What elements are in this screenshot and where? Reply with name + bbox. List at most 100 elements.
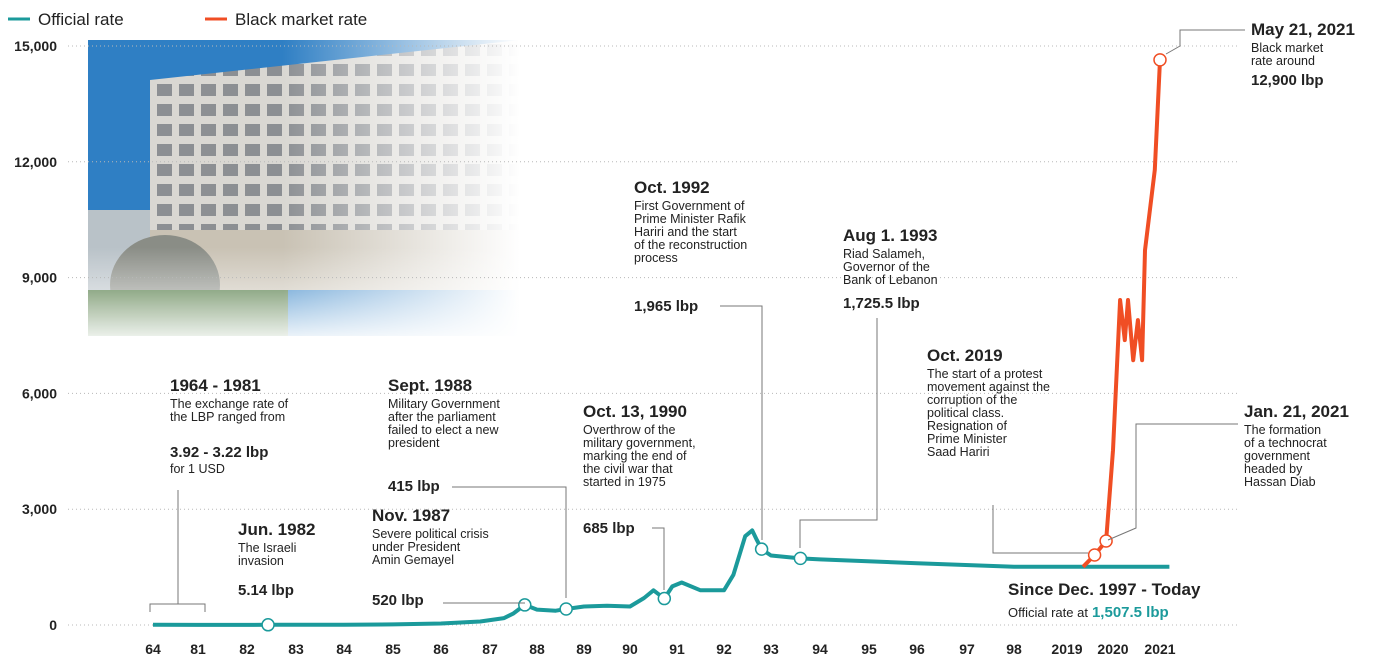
x-tick-label: 89 bbox=[576, 641, 592, 657]
annotation-text: Bank of Lebanon bbox=[843, 273, 938, 287]
x-tick-label: 83 bbox=[288, 641, 304, 657]
annotation-text: Saad Hariri bbox=[927, 445, 990, 459]
annotation-title: Aug 1. 1993 bbox=[843, 226, 938, 245]
annotation-text: corruption of the bbox=[927, 393, 1017, 407]
annotation-text: The start of a protest bbox=[927, 367, 1043, 381]
annotation-text: Prime Minister Rafik bbox=[634, 212, 747, 226]
annotation-title: Jan. 21, 2021 bbox=[1244, 402, 1349, 421]
annotation-value: 1,725.5 lbp bbox=[843, 295, 920, 312]
leader-line bbox=[452, 487, 566, 598]
annotation-text: First Government of bbox=[634, 199, 745, 213]
y-tick-label: 0 bbox=[49, 617, 57, 633]
annotation-text: for 1 USD bbox=[170, 462, 225, 476]
x-tick-label: 88 bbox=[529, 641, 545, 657]
leader-line bbox=[993, 505, 1088, 553]
annotation-title: Nov. 1987 bbox=[372, 506, 450, 525]
annotation-text: the LBP ranged from bbox=[170, 410, 285, 424]
annotation-text: failed to elect a new bbox=[388, 423, 499, 437]
x-tick-label: 82 bbox=[239, 641, 255, 657]
annotation-title: Jun. 1982 bbox=[238, 520, 316, 539]
series-line bbox=[1083, 60, 1160, 567]
x-tick-label: 98 bbox=[1006, 641, 1022, 657]
annotation-text: Prime Minister bbox=[927, 432, 1007, 446]
x-tick-label: 96 bbox=[909, 641, 925, 657]
point-marker bbox=[262, 619, 274, 631]
annotation-text: Governor of the bbox=[843, 260, 930, 274]
x-tick-label: 85 bbox=[385, 641, 401, 657]
leader-line bbox=[652, 528, 664, 590]
annotation-text: invasion bbox=[238, 554, 284, 568]
annotation-title: Oct. 1992 bbox=[634, 178, 710, 197]
annotation-text: political class. bbox=[927, 406, 1004, 420]
leader-line bbox=[150, 490, 205, 612]
annotation-text: Hassan Diab bbox=[1244, 475, 1316, 489]
legend-label: Official rate bbox=[38, 10, 124, 29]
x-tick-label: 64 bbox=[145, 641, 161, 657]
annotation-text: government bbox=[1244, 449, 1311, 463]
annotation-title: Sept. 1988 bbox=[388, 376, 472, 395]
annotation-value: 1,507.5 lbp bbox=[1092, 604, 1169, 621]
annotation-text: headed by bbox=[1244, 462, 1303, 476]
leader-line bbox=[1108, 424, 1238, 540]
annotation-text: under President bbox=[372, 540, 461, 554]
x-tick-label: 92 bbox=[716, 641, 732, 657]
x-tick-label: 2019 bbox=[1051, 641, 1082, 657]
annotation-text: Overthrow of the bbox=[583, 423, 675, 437]
leader-line bbox=[720, 306, 762, 540]
leader-line bbox=[800, 318, 877, 548]
annotation-text: marking the end of bbox=[583, 449, 687, 463]
y-tick-label: 15,000 bbox=[14, 38, 57, 54]
annotation-text: of the reconstruction bbox=[634, 238, 747, 252]
annotation-value: 5.14 lbp bbox=[238, 582, 294, 599]
photo bbox=[88, 40, 520, 336]
annotation-value: 3.92 - 3.22 lbp bbox=[170, 444, 268, 461]
leader-line bbox=[1166, 30, 1245, 54]
annotation-title: Oct. 13, 1990 bbox=[583, 402, 687, 421]
annotation-text: The Israeli bbox=[238, 541, 296, 555]
annotation-text: the civil war that bbox=[583, 462, 673, 476]
annotation-text: Black market bbox=[1251, 41, 1324, 55]
y-tick-label: 9,000 bbox=[22, 270, 57, 286]
annotation-value: 415 lbp bbox=[388, 478, 440, 495]
annotation-value: 12,900 lbp bbox=[1251, 72, 1324, 89]
x-tick-label: 91 bbox=[669, 641, 685, 657]
annotation-title: Since Dec. 1997 - Today bbox=[1008, 580, 1201, 599]
x-tick-label: 90 bbox=[622, 641, 638, 657]
point-marker bbox=[1154, 54, 1166, 66]
annotation-text: Hariri and the start bbox=[634, 225, 737, 239]
point-marker bbox=[1100, 535, 1112, 547]
x-tick-label: 93 bbox=[763, 641, 779, 657]
y-tick-label: 3,000 bbox=[22, 501, 57, 517]
annotation-value: 1,965 lbp bbox=[634, 298, 698, 315]
x-tick-label: 97 bbox=[959, 641, 975, 657]
x-tick-label: 2021 bbox=[1144, 641, 1175, 657]
annotation-text: process bbox=[634, 251, 678, 265]
x-tick-label: 81 bbox=[190, 641, 206, 657]
x-tick-label: 94 bbox=[812, 641, 828, 657]
point-marker bbox=[519, 599, 531, 611]
x-tick-label: 87 bbox=[482, 641, 498, 657]
point-marker bbox=[560, 603, 572, 615]
point-marker bbox=[794, 552, 806, 564]
annotation-text: started in 1975 bbox=[583, 475, 666, 489]
annotation-title: Oct. 2019 bbox=[927, 346, 1003, 365]
annotation-text: Riad Salameh, bbox=[843, 247, 925, 261]
point-marker bbox=[756, 543, 768, 555]
point-marker bbox=[658, 593, 670, 605]
y-tick-label: 12,000 bbox=[14, 154, 57, 170]
annotation-text: Severe political crisis bbox=[372, 527, 489, 541]
point-marker bbox=[1089, 549, 1101, 561]
chart: 03,0006,0009,00012,00015,000648182838485… bbox=[0, 0, 1381, 666]
annotation-text: of a technocrat bbox=[1244, 436, 1327, 450]
annotation-value: 520 lbp bbox=[372, 592, 424, 609]
annotation-value: 685 lbp bbox=[583, 520, 635, 537]
annotation-title: May 21, 2021 bbox=[1251, 20, 1355, 39]
annotation-text: after the parliament bbox=[388, 410, 496, 424]
x-tick-label: 84 bbox=[336, 641, 352, 657]
annotation-text: Amin Gemayel bbox=[372, 553, 454, 567]
annotation-text: Resignation of bbox=[927, 419, 1007, 433]
x-tick-label: 86 bbox=[433, 641, 449, 657]
annotation-text: rate around bbox=[1251, 54, 1315, 68]
annotation-title: 1964 - 1981 bbox=[170, 376, 261, 395]
